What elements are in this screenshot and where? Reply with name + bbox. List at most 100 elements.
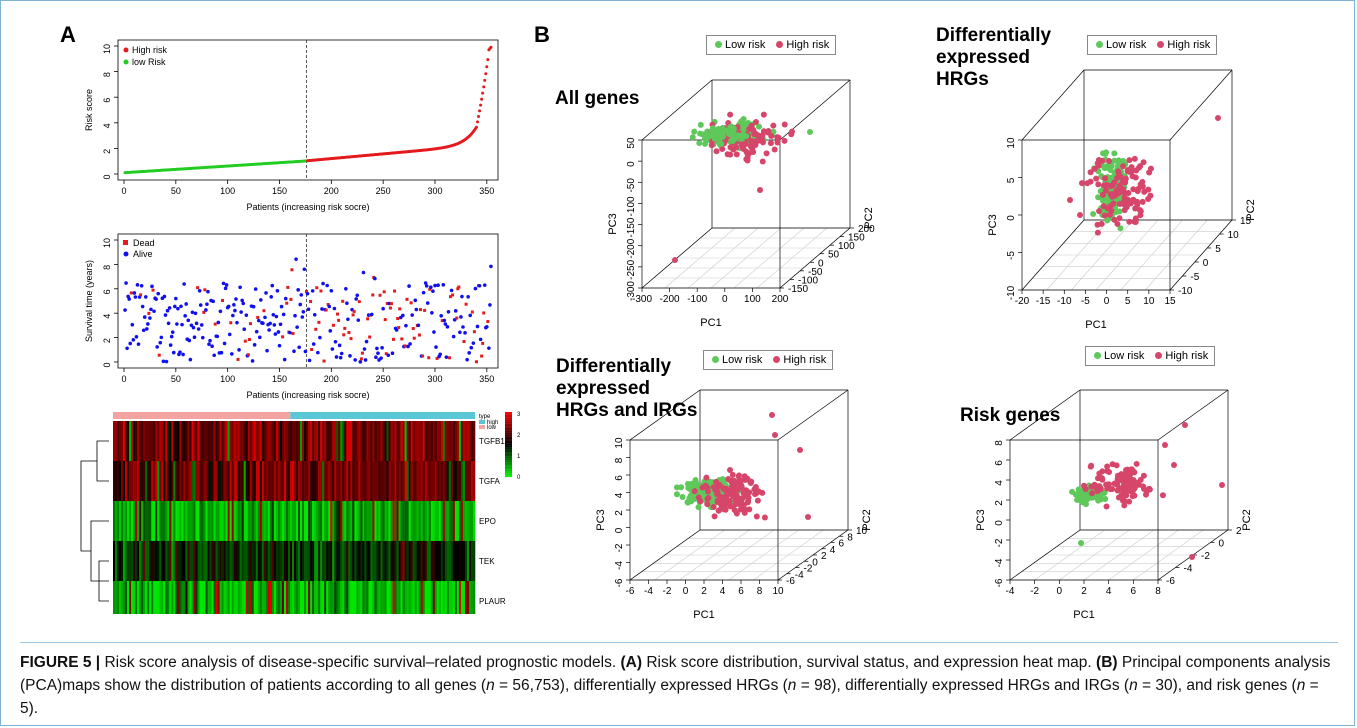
high-risk-point <box>704 501 711 508</box>
heatmap-cell <box>356 541 359 581</box>
heatmap-cell <box>386 461 389 501</box>
high-risk-point <box>1110 200 1117 207</box>
alive-point <box>404 323 408 328</box>
heatmap-cell <box>275 501 279 541</box>
heatmap-cell <box>338 541 341 581</box>
alive-point <box>159 335 164 340</box>
heatmap-cell <box>185 541 188 581</box>
x-tick-label: 6 <box>1131 586 1137 597</box>
alive-point <box>338 355 343 360</box>
heatmap-cell <box>378 581 381 614</box>
heatmap-cell <box>249 541 253 581</box>
heatmap-cell <box>235 581 238 614</box>
heatmap-cell <box>344 461 347 501</box>
high-risk-point <box>1099 468 1106 475</box>
alive-point <box>421 290 426 295</box>
alive-point <box>168 343 173 347</box>
alive-point <box>123 308 127 312</box>
heatmap-cell <box>235 501 238 541</box>
heatmap-cell <box>306 501 309 541</box>
heatmap-cell <box>175 501 178 541</box>
high-risk-point <box>753 138 760 145</box>
alive-point <box>361 270 366 275</box>
heatmap-cell <box>213 581 216 614</box>
high-risk-point <box>691 488 698 495</box>
heatmap-cell <box>255 461 259 501</box>
heatmap-cell <box>133 461 136 501</box>
alive-point <box>425 301 430 305</box>
heatmap-cell <box>374 541 377 581</box>
heatmap-cell <box>466 421 470 461</box>
heatmap-cell <box>426 421 430 461</box>
box-edge <box>1009 529 1081 581</box>
alive-point <box>155 345 159 349</box>
heatmap-cell <box>450 501 454 541</box>
heatmap-cell <box>416 501 419 541</box>
heatmap-cell <box>392 461 395 501</box>
heatmap-cell <box>291 581 295 614</box>
heatmap-cell <box>283 581 287 614</box>
heatmap-cell <box>261 461 265 501</box>
dead-point <box>310 348 314 352</box>
high-risk-point <box>1132 219 1139 226</box>
low-risk-point <box>723 127 730 134</box>
high-risk-point <box>1182 422 1188 428</box>
heatmap-cell <box>167 421 170 461</box>
heatmap-cell <box>470 541 474 581</box>
high-risk-point <box>755 488 762 495</box>
alive-point <box>150 284 154 289</box>
heatmap-cell <box>400 581 403 614</box>
heatmap-cell <box>408 501 411 541</box>
heatmap-cell <box>304 581 307 614</box>
heatmap-cell <box>390 581 393 614</box>
high-risk-point <box>1122 179 1129 186</box>
heatmap-cell <box>157 541 160 581</box>
dead-point <box>360 351 364 355</box>
heatmap-cell <box>318 581 321 614</box>
x-axis-label: PC1 <box>693 609 714 621</box>
x-tick-label: -6 <box>626 586 635 597</box>
scale-gradient <box>505 460 512 462</box>
high-risk-point <box>1099 476 1106 483</box>
z-tick-label: 0 <box>1203 258 1209 269</box>
heatmap-cell <box>384 581 387 614</box>
z-tick-label: -2 <box>1201 551 1210 562</box>
dead-point <box>428 287 432 291</box>
alive-point <box>200 335 205 340</box>
heatmap-cell <box>328 501 331 541</box>
heatmap-cell <box>440 541 444 581</box>
heatmap-cell <box>426 501 430 541</box>
dead-point <box>366 317 370 321</box>
high-risk-point <box>1098 220 1105 227</box>
pca-hrgs-irgs-title: Differentially expressed HRGs and IRGs <box>556 356 698 421</box>
heatmap-cell <box>442 541 446 581</box>
heatmap-cell <box>320 461 323 501</box>
alive-point <box>295 325 299 329</box>
heatmap-cell <box>378 501 381 541</box>
heatmap-cell <box>418 541 421 581</box>
x-tick-label: 4 <box>720 586 726 597</box>
dead-point <box>383 318 387 322</box>
alive-point <box>148 316 152 320</box>
heatmap-cell <box>193 581 196 614</box>
heatmap-cell <box>197 581 200 614</box>
high-risk-point <box>482 85 486 89</box>
heatmap-cell <box>436 541 440 581</box>
heatmap-cell <box>326 541 329 581</box>
heatmap-cell <box>275 421 279 461</box>
heatmap-cell <box>247 541 251 581</box>
alive-point <box>142 315 147 319</box>
alive-point <box>161 359 166 364</box>
high-risk-point <box>1129 198 1136 205</box>
dead-point <box>286 285 290 289</box>
high-risk-point <box>753 513 760 520</box>
caption-text: Principal components analysis (PCA)maps … <box>20 654 1331 694</box>
high-risk-point <box>727 111 734 118</box>
heatmap-cell <box>456 581 460 614</box>
low-risk-point <box>695 504 702 511</box>
heatmap-cell <box>468 581 472 614</box>
heatmap-cell <box>141 461 144 501</box>
heatmap-cell <box>324 581 327 614</box>
caption-n: n <box>1129 677 1138 694</box>
high-risk-point <box>1189 554 1195 560</box>
